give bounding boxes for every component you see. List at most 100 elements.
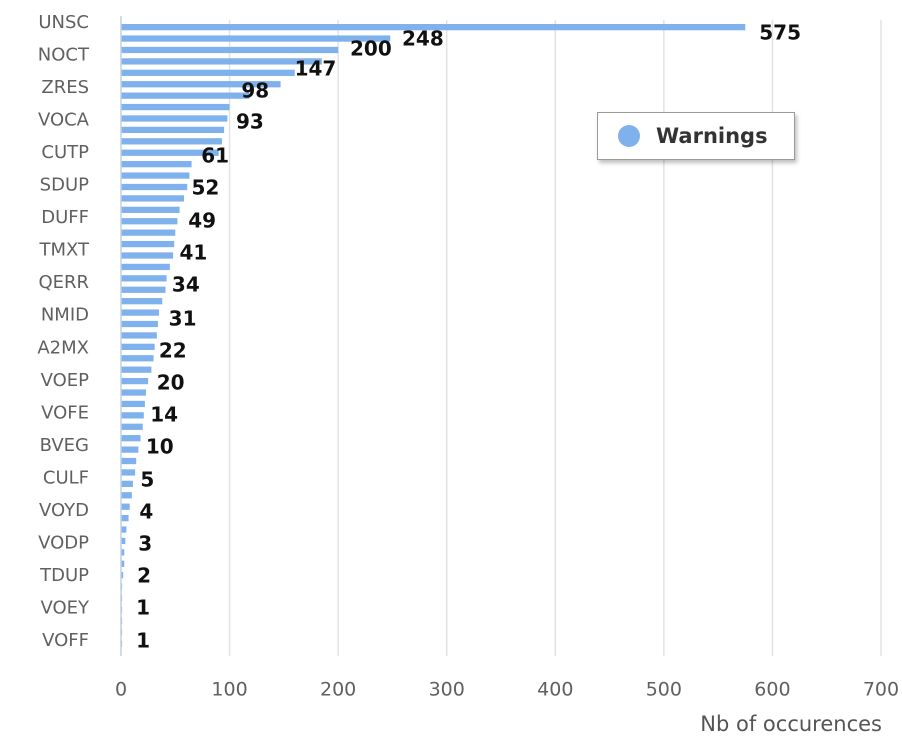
- bar: [121, 183, 188, 191]
- bar: [121, 492, 132, 499]
- data-label: 4: [139, 500, 153, 524]
- bar: [121, 549, 125, 556]
- bar: [121, 503, 130, 510]
- x-axis-title: Nb of occurences: [700, 712, 882, 736]
- bar: [121, 240, 175, 248]
- x-axis-tick-label: 0: [115, 679, 127, 701]
- y-axis-label: NOCT: [38, 45, 90, 66]
- bar: [121, 355, 154, 362]
- bar: [121, 149, 219, 156]
- bar: [121, 229, 176, 236]
- bar: [121, 366, 152, 373]
- bar: [121, 400, 145, 408]
- x-axis-tick-label: 100: [211, 679, 247, 701]
- data-label: 93: [236, 110, 264, 134]
- bar: [121, 537, 126, 545]
- data-label: 98: [241, 79, 269, 103]
- bar: [121, 332, 157, 339]
- data-label: 14: [150, 403, 178, 427]
- bar: [121, 263, 170, 271]
- data-label: 3: [138, 532, 152, 556]
- bar: [121, 69, 295, 76]
- x-axis-labels: 0 100 200 300 400 500 600 700: [115, 679, 899, 701]
- bar: [121, 115, 228, 122]
- bar: [121, 161, 192, 168]
- bar: [121, 172, 190, 179]
- y-axis-label: A2MX: [37, 337, 89, 358]
- bar: [121, 81, 281, 88]
- bar: [121, 572, 124, 579]
- y-axis-label: VOYD: [39, 500, 89, 521]
- y-axis-label: ZRES: [41, 77, 89, 98]
- data-label: 22: [159, 339, 187, 363]
- bar: [121, 206, 180, 213]
- y-axis-label: VOEY: [40, 597, 90, 618]
- bar: [121, 138, 222, 145]
- data-label: 49: [188, 209, 216, 233]
- data-label: 2: [137, 564, 151, 588]
- y-axis-label: VOEP: [41, 370, 90, 391]
- bar: [121, 446, 139, 453]
- bar: [121, 195, 184, 202]
- data-label: 20: [157, 371, 185, 395]
- bar: [121, 514, 129, 522]
- bar: [121, 298, 163, 305]
- x-axis-tick-label: 700: [863, 679, 899, 701]
- bar: [121, 126, 225, 134]
- x-axis-tick-label: 200: [320, 679, 356, 701]
- bar: [121, 92, 250, 99]
- bar: [121, 58, 322, 65]
- bar: [121, 377, 149, 385]
- bar: [121, 560, 125, 567]
- bar: [121, 526, 127, 533]
- bar: [121, 35, 391, 42]
- bar: [121, 412, 144, 419]
- x-axis-tick-label: 300: [429, 679, 465, 701]
- bar: [121, 252, 174, 259]
- bar: [121, 46, 339, 54]
- data-label: 34: [172, 273, 200, 297]
- y-axis-label: VOFF: [42, 630, 89, 651]
- bars: [121, 24, 746, 647]
- legend[interactable]: Warnings: [597, 112, 795, 160]
- y-axis-label: VODP: [38, 532, 89, 553]
- legend-symbol: [618, 125, 640, 147]
- bar: [121, 457, 137, 465]
- data-label: 61: [201, 144, 229, 168]
- bar: [121, 103, 230, 111]
- data-label: 1: [136, 596, 150, 620]
- y-axis-label: DUFF: [41, 207, 89, 228]
- data-label: 31: [169, 307, 197, 331]
- data-label: 41: [180, 241, 208, 265]
- data-label: 1: [136, 629, 150, 653]
- x-axis-tick-label: 600: [754, 679, 790, 701]
- bar: [121, 480, 133, 488]
- bar: [121, 469, 136, 476]
- bar: [121, 423, 143, 430]
- data-label: 147: [295, 57, 337, 81]
- bar: [121, 218, 178, 225]
- bar: [121, 320, 158, 328]
- data-label: 52: [191, 176, 219, 200]
- y-axis-label: TDUP: [39, 565, 89, 586]
- bar: [121, 343, 155, 350]
- data-label: 575: [759, 21, 801, 45]
- y-axis-label: VOCA: [38, 110, 90, 131]
- y-axis-label: TMXT: [38, 240, 90, 261]
- x-axis-tick-label: 400: [537, 679, 573, 701]
- data-label: 200: [350, 37, 392, 61]
- data-label: 10: [146, 435, 174, 459]
- bar: [121, 389, 146, 396]
- bar: [121, 275, 167, 282]
- y-axis-label: QERR: [38, 272, 89, 293]
- data-label: 5: [140, 468, 154, 492]
- x-axis-tick-label: 500: [646, 679, 682, 701]
- bar: [121, 286, 166, 293]
- y-axis-label: NMID: [41, 305, 89, 326]
- y-axis-label: CULF: [43, 467, 89, 488]
- bar: [121, 309, 159, 316]
- y-axis-label: UNSC: [38, 12, 89, 33]
- legend-label: Warnings: [656, 124, 768, 148]
- y-axis-label: BVEG: [40, 435, 89, 456]
